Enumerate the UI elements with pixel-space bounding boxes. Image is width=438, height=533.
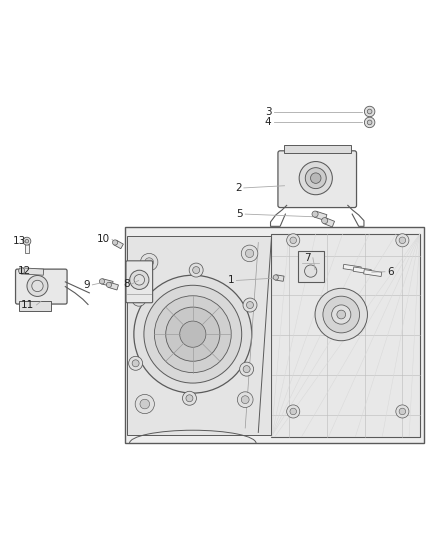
Circle shape <box>332 305 351 324</box>
Circle shape <box>287 234 300 247</box>
Bar <box>284 145 351 153</box>
Polygon shape <box>127 236 272 434</box>
Text: 4: 4 <box>265 117 272 127</box>
Circle shape <box>367 109 372 114</box>
Circle shape <box>399 408 406 415</box>
Text: 6: 6 <box>387 266 394 277</box>
Circle shape <box>364 117 375 128</box>
Circle shape <box>130 270 149 289</box>
Circle shape <box>399 237 406 244</box>
Circle shape <box>396 234 409 247</box>
Circle shape <box>315 288 367 341</box>
Bar <box>297 251 324 282</box>
Circle shape <box>245 249 254 257</box>
Text: 10: 10 <box>97 235 110 245</box>
Circle shape <box>241 245 258 262</box>
Circle shape <box>243 366 250 373</box>
Circle shape <box>290 237 297 244</box>
Circle shape <box>135 296 142 303</box>
Circle shape <box>287 405 300 418</box>
FancyBboxPatch shape <box>126 261 152 303</box>
Circle shape <box>193 266 200 273</box>
Circle shape <box>183 391 196 405</box>
Circle shape <box>145 258 153 266</box>
Circle shape <box>364 106 375 117</box>
Text: 5: 5 <box>237 209 243 219</box>
Circle shape <box>186 395 193 402</box>
Circle shape <box>106 282 112 287</box>
Circle shape <box>134 275 252 393</box>
Polygon shape <box>324 218 335 227</box>
Circle shape <box>337 310 346 319</box>
Text: 13: 13 <box>12 236 25 246</box>
Text: 12: 12 <box>18 266 31 276</box>
Circle shape <box>113 240 118 245</box>
Circle shape <box>18 268 25 274</box>
Circle shape <box>25 239 28 243</box>
Text: 7: 7 <box>304 253 311 263</box>
Circle shape <box>32 280 43 292</box>
Polygon shape <box>125 227 424 443</box>
Circle shape <box>132 360 139 367</box>
Circle shape <box>396 405 409 418</box>
Circle shape <box>247 302 254 309</box>
FancyBboxPatch shape <box>15 269 67 304</box>
Circle shape <box>154 296 231 373</box>
Polygon shape <box>108 282 118 290</box>
Circle shape <box>240 362 254 376</box>
Circle shape <box>367 120 372 125</box>
Polygon shape <box>25 243 29 253</box>
Circle shape <box>129 357 143 370</box>
Polygon shape <box>276 275 284 281</box>
Text: 3: 3 <box>265 107 272 117</box>
Polygon shape <box>343 264 361 271</box>
Text: 2: 2 <box>235 183 242 193</box>
Circle shape <box>312 211 318 217</box>
Polygon shape <box>272 234 420 437</box>
Circle shape <box>132 292 146 306</box>
Circle shape <box>299 161 332 195</box>
Circle shape <box>323 296 360 333</box>
Polygon shape <box>114 240 124 249</box>
Circle shape <box>305 168 326 189</box>
Circle shape <box>23 237 31 245</box>
Circle shape <box>290 408 297 415</box>
Circle shape <box>27 276 48 296</box>
Text: 11: 11 <box>21 300 34 310</box>
Circle shape <box>273 275 279 280</box>
Circle shape <box>241 395 249 403</box>
Circle shape <box>134 274 145 285</box>
Polygon shape <box>21 268 44 275</box>
Circle shape <box>140 399 150 409</box>
Circle shape <box>321 217 328 224</box>
Circle shape <box>141 253 158 271</box>
Circle shape <box>144 285 242 383</box>
FancyBboxPatch shape <box>278 151 357 207</box>
Circle shape <box>311 173 321 183</box>
Circle shape <box>135 394 154 414</box>
Circle shape <box>237 392 253 408</box>
Circle shape <box>189 263 203 277</box>
Polygon shape <box>101 279 113 287</box>
Circle shape <box>304 265 317 277</box>
Polygon shape <box>353 267 371 274</box>
Circle shape <box>180 321 206 348</box>
Circle shape <box>243 298 257 312</box>
Polygon shape <box>314 211 327 221</box>
Polygon shape <box>364 270 382 277</box>
Text: 1: 1 <box>228 276 234 286</box>
Circle shape <box>99 279 105 284</box>
Bar <box>19 302 51 311</box>
Circle shape <box>166 307 220 361</box>
Text: 9: 9 <box>84 280 90 290</box>
Text: 8: 8 <box>123 279 130 289</box>
